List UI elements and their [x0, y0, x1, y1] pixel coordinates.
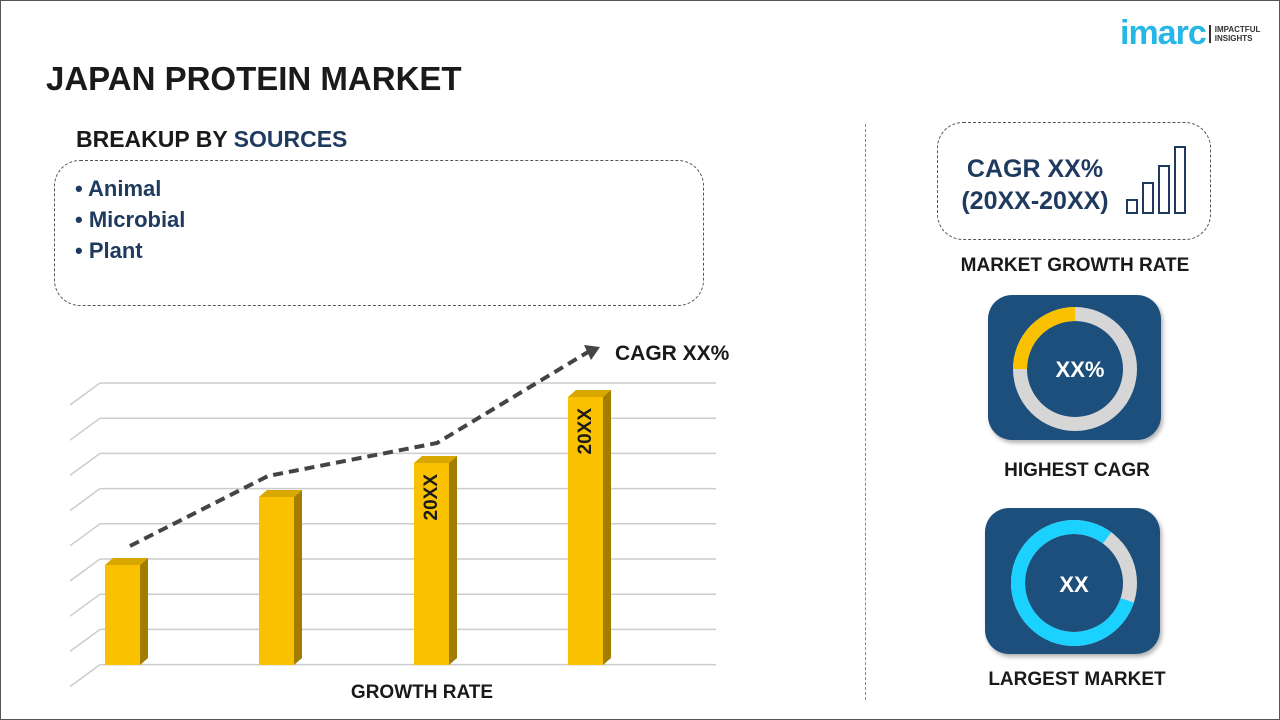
gridline	[69, 452, 101, 477]
gridline	[69, 417, 101, 441]
bar	[259, 497, 294, 665]
gridline	[69, 628, 101, 653]
gridline	[69, 382, 101, 406]
bar-label: 20XX	[421, 474, 442, 521]
bar-top	[568, 390, 611, 397]
largest-label: LARGEST MARKET	[988, 669, 1166, 690]
bar-side	[140, 558, 148, 665]
trend-line	[129, 350, 590, 548]
trend-arrow-icon	[584, 345, 600, 360]
list-item: • Microbial	[75, 207, 186, 232]
gridline	[69, 593, 101, 617]
bar-side	[603, 390, 611, 665]
logo-tagline: IMPACTFUL INSIGHTS	[1208, 24, 1260, 43]
gridline	[69, 558, 101, 582]
highest-value: XX%	[1055, 357, 1105, 382]
gridline	[69, 523, 101, 547]
list-item: • Animal	[75, 176, 162, 201]
bar	[568, 397, 603, 665]
highest-donut	[1013, 307, 1137, 431]
bars	[105, 390, 611, 665]
bar	[414, 463, 449, 665]
highest-label: HIGHEST CAGR	[1004, 460, 1150, 481]
bar-top	[414, 456, 457, 463]
bar-label: 20XX	[575, 408, 596, 455]
page-title: JAPAN PROTEIN MARKET	[46, 60, 462, 97]
bar-top	[259, 490, 302, 497]
logo-brand: imarc	[1120, 14, 1207, 52]
sources-list-box: • Animal • Microbial • Plant	[54, 160, 704, 306]
growth-label: MARKET GROWTH RATE	[960, 255, 1190, 276]
bar-side	[294, 490, 302, 665]
bar-top	[105, 558, 148, 565]
list-item: • Plant	[75, 238, 143, 263]
cagr-text: CAGR XX% (20XX-20XX)	[961, 155, 1109, 215]
largest-value: XX	[1059, 572, 1089, 597]
breakup-heading: BREAKUP BY SOURCES	[76, 126, 348, 152]
chart-cagr-label: CAGR XX%	[615, 342, 730, 365]
largest-donut	[1011, 520, 1137, 646]
gridlines	[69, 382, 716, 688]
growth-chart	[69, 345, 716, 688]
imarc-logo: imarc IMPACTFUL INSIGHTS	[1120, 14, 1260, 53]
chart-xlabel: GROWTH RATE	[350, 682, 494, 703]
divider	[865, 124, 866, 700]
bar-side	[449, 456, 457, 665]
cagr-box	[937, 122, 1211, 240]
bar	[105, 565, 140, 665]
gridline	[69, 663, 101, 688]
gridline	[69, 487, 101, 512]
bar-growth-icon	[1126, 146, 1186, 214]
